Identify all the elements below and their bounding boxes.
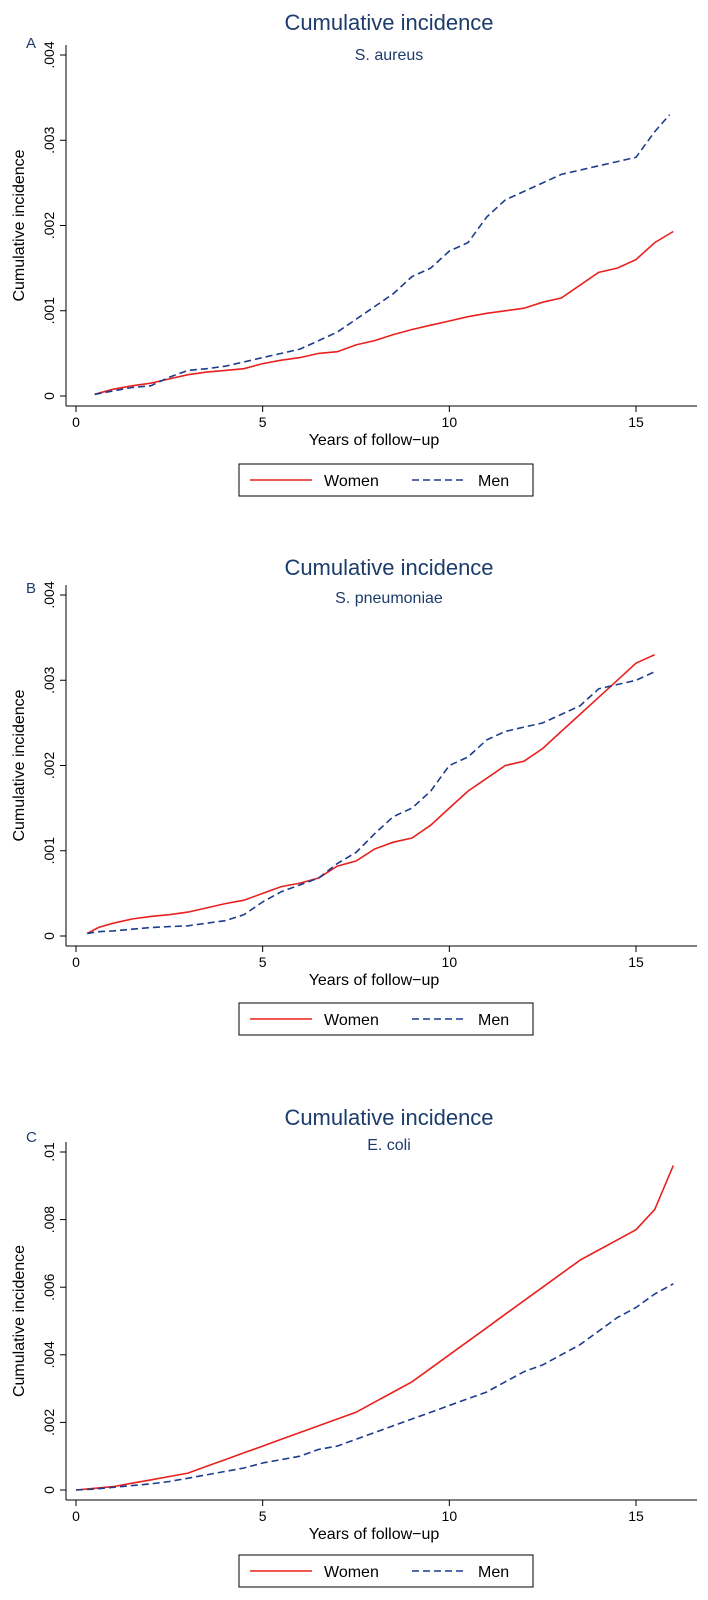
- panel-c: C Cumulative incidence E. coli 0 .002 .004 .00…: [11, 1105, 697, 1588]
- x-tick-label: 10: [442, 414, 458, 430]
- x-tick-label: 10: [442, 1508, 458, 1524]
- series-line-men: [75, 1283, 674, 1491]
- y-tick-label: .002: [41, 1409, 57, 1436]
- chart-subtitle: S. pneumoniae: [335, 590, 443, 607]
- x-tick-label: 15: [628, 954, 644, 970]
- y-axis-title: Cumulative incidence: [11, 1245, 28, 1397]
- panel-label: C: [26, 1129, 37, 1146]
- y-tick-label: .002: [41, 752, 57, 779]
- chart-title: Cumulative incidence: [284, 555, 493, 580]
- x-axis-title: Years of follow−up: [309, 432, 440, 449]
- x-axis-title: Years of follow−up: [309, 972, 440, 989]
- x-tick-label: 0: [72, 1508, 80, 1524]
- y-tick-label: .003: [41, 126, 57, 153]
- panel-label: B: [26, 580, 36, 597]
- y-tick-label: .006: [41, 1273, 57, 1300]
- y-tick-label: .004: [41, 581, 57, 608]
- legend-label-men: Men: [478, 1012, 509, 1029]
- y-tick-label: .004: [41, 41, 57, 68]
- y-tick-label: 0: [41, 1486, 57, 1494]
- legend: Women Men: [238, 1002, 534, 1036]
- y-tick-label: 0: [41, 932, 57, 940]
- series-line-men: [87, 670, 656, 935]
- legend: Women Men: [238, 463, 534, 497]
- panel-b: B Cumulative incidence S. pneumoniae 0 .001.…: [11, 555, 697, 1036]
- x-axis-title: Years of follow−up: [309, 1526, 440, 1543]
- series-line-men: [94, 114, 671, 396]
- chart-subtitle: S. aureus: [355, 47, 423, 64]
- series-line-women: [86, 653, 656, 935]
- y-axis-title: Cumulative incidence: [11, 149, 28, 301]
- y-tick-label: 0: [41, 392, 57, 400]
- y-axis-title: Cumulative incidence: [11, 689, 28, 841]
- chart-title: Cumulative incidence: [284, 1105, 493, 1130]
- x-tick-label: 0: [72, 954, 80, 970]
- legend-label-women: Women: [324, 1012, 379, 1029]
- y-tick-label: .008: [41, 1206, 57, 1233]
- series-line-women: [75, 1165, 675, 1491]
- y-tick-label: .002: [41, 212, 57, 239]
- legend-label-women: Women: [324, 473, 379, 490]
- chart-title: Cumulative incidence: [284, 10, 493, 35]
- legend: Women Men: [238, 1554, 534, 1588]
- panel-label: A: [26, 35, 36, 52]
- y-tick-label: .001: [41, 297, 57, 324]
- x-tick-label: 5: [259, 414, 267, 430]
- x-tick-label: 15: [628, 414, 644, 430]
- x-tick-label: 5: [259, 1508, 267, 1524]
- panel-a: A Cumulative incidence S. aureus 0 .001 .002.…: [11, 10, 697, 497]
- legend-label-men: Men: [478, 473, 509, 490]
- y-tick-label: .003: [41, 666, 57, 693]
- x-tick-label: 10: [442, 954, 458, 970]
- series-line-women: [94, 230, 674, 396]
- legend-label-men: Men: [478, 1564, 509, 1581]
- x-tick-label: 0: [72, 414, 80, 430]
- y-tick-label: .001: [41, 837, 57, 864]
- x-tick-label: 15: [628, 1508, 644, 1524]
- y-tick-label: .004: [41, 1341, 57, 1368]
- chart-subtitle: E. coli: [367, 1137, 411, 1154]
- legend-label-women: Women: [324, 1564, 379, 1581]
- x-tick-label: 5: [259, 954, 267, 970]
- y-tick-label: .01: [41, 1142, 57, 1162]
